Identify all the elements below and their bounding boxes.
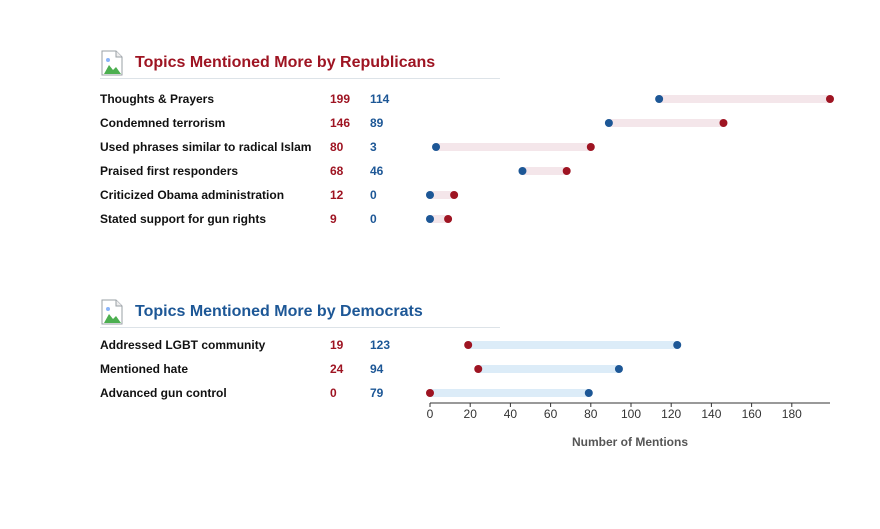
row-label: Used phrases similar to radical Islam — [100, 140, 312, 154]
republican-value: 146 — [330, 116, 351, 130]
range-bar — [478, 365, 619, 373]
democrat-value: 0 — [370, 212, 377, 226]
democrat-value: 123 — [370, 338, 391, 352]
democrat-value: 114 — [370, 92, 390, 106]
row-label: Thoughts & Prayers — [100, 92, 215, 106]
republican-dot — [719, 119, 728, 127]
republican-dot — [444, 215, 453, 223]
republican-value: 80 — [330, 140, 344, 154]
republican-dot — [464, 341, 473, 349]
broken-image-icon — [101, 299, 123, 325]
republican-value: 12 — [330, 188, 344, 202]
democrat-section-header: Topics Mentioned More by Democrats — [100, 299, 500, 328]
democrat-dot — [614, 365, 623, 373]
democrat-value: 46 — [370, 164, 384, 178]
x-axis: 0 20 40 60 80 100 120 140 160 180 — [427, 402, 830, 421]
republican-dot — [825, 95, 834, 103]
x-tick-label: 120 — [661, 407, 681, 421]
range-bar — [436, 143, 591, 151]
democrat-dot — [426, 215, 434, 223]
row-label: Criticized Obama administration — [100, 188, 285, 202]
republican-value: 199 — [330, 92, 351, 106]
range-bar — [430, 191, 455, 199]
democrat-dot — [673, 341, 682, 349]
range-bar — [468, 341, 678, 349]
x-axis-title: Number of Mentions — [572, 435, 688, 449]
republican-value: 68 — [330, 164, 344, 178]
x-tick-label: 40 — [504, 407, 518, 421]
republican-value: 24 — [330, 362, 344, 376]
range-bar — [608, 119, 724, 127]
row-label: Addressed LGBT community — [100, 338, 266, 352]
x-tick-label: 140 — [701, 407, 721, 421]
x-tick-label: 60 — [544, 407, 558, 421]
range-bar — [430, 215, 449, 223]
democrat-value: 89 — [370, 116, 384, 130]
republican-value: 19 — [330, 338, 344, 352]
republican-section-title: Topics Mentioned More by Republicans — [135, 54, 436, 71]
republican-section-header: Topics Mentioned More by Republicans — [100, 50, 500, 79]
democrat-section-title: Topics Mentioned More by Democrats — [135, 303, 423, 320]
row-label: Praised first responders — [100, 164, 239, 178]
republican-dot — [474, 365, 483, 373]
x-tick-label: 100 — [621, 407, 641, 421]
democrat-dot — [584, 389, 593, 397]
x-tick-label: 20 — [464, 407, 478, 421]
democrat-dot — [432, 143, 441, 151]
range-bar — [522, 167, 567, 175]
chart-marks — [426, 95, 834, 397]
republican-value: 0 — [330, 386, 337, 400]
range-bar — [430, 389, 589, 397]
row-label: Stated support for gun rights — [100, 212, 266, 226]
broken-image-icon — [101, 50, 123, 76]
x-tick-label: 0 — [427, 407, 434, 421]
range-bar — [659, 95, 830, 103]
row-label: Condemned terrorism — [100, 116, 226, 130]
row-label: Mentioned hate — [100, 362, 189, 376]
x-tick-label: 180 — [782, 407, 802, 421]
x-tick-label: 160 — [742, 407, 762, 421]
democrat-dot — [426, 191, 434, 199]
republican-dot — [426, 389, 434, 397]
democrat-value: 79 — [370, 386, 384, 400]
democrat-value: 94 — [370, 362, 384, 376]
democrat-value: 0 — [370, 188, 377, 202]
democrat-dot — [604, 119, 613, 127]
democrat-dot — [655, 95, 664, 103]
row-label: Advanced gun control — [100, 386, 227, 400]
republican-dot — [450, 191, 459, 199]
x-tick-label: 80 — [584, 407, 598, 421]
democrat-dot — [518, 167, 527, 175]
republican-dot — [562, 167, 571, 175]
republican-dot — [586, 143, 595, 151]
democrat-value: 3 — [370, 140, 377, 154]
republican-value: 9 — [330, 212, 337, 226]
